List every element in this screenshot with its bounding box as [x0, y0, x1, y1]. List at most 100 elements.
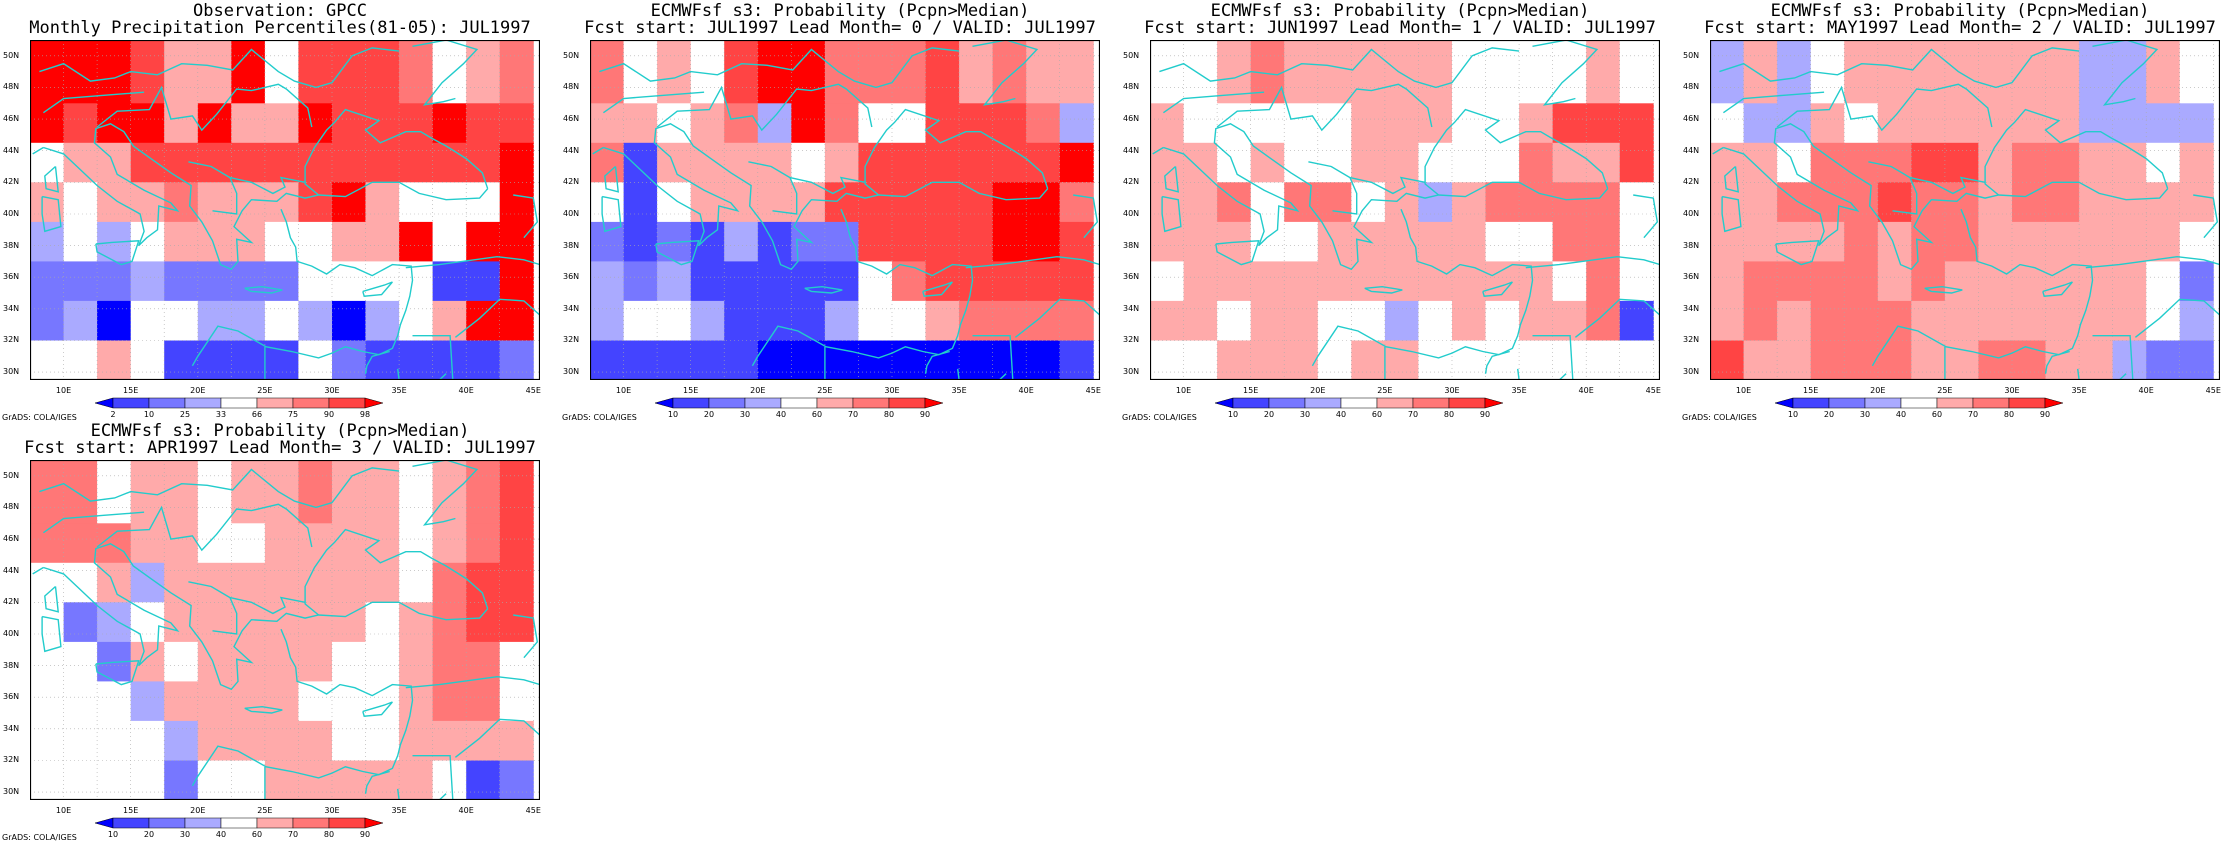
lon-tick-label: 35E [1511, 386, 1527, 395]
grid-cell [432, 460, 467, 524]
grid-cell [432, 562, 467, 603]
lon-tick-label: 15E [1243, 386, 1259, 395]
grid-cell [30, 340, 65, 380]
grid-cell [1026, 261, 1061, 302]
lat-tick-label: 44N [1123, 145, 1140, 155]
coastline [592, 146, 604, 155]
grid-cell [2179, 103, 2214, 144]
grid-cell [365, 221, 400, 262]
grid-cell [1810, 182, 1845, 223]
grid-cell [2112, 221, 2147, 262]
colorbar-segment [112, 817, 150, 829]
grid-cell [1877, 221, 1912, 262]
grid-cell [130, 760, 165, 800]
grid-cell [432, 221, 467, 262]
grid-cell [1485, 261, 1520, 302]
grid-cell [623, 221, 658, 262]
grid-cell [130, 602, 165, 643]
grid-cell [365, 261, 400, 302]
grid-cell [1552, 103, 1587, 144]
lat-tick-label: 30N [3, 367, 20, 377]
coastline [1215, 240, 1260, 266]
lon-tick-label: 35E [391, 386, 407, 395]
grid-cell [130, 681, 165, 722]
grid-cell [1844, 340, 1879, 380]
grid-cell [2079, 300, 2114, 341]
grid-cell [264, 142, 299, 183]
coastline [2042, 281, 2073, 297]
lon-tick-label: 20E [190, 386, 206, 395]
grid-cell [264, 720, 299, 761]
grid-cell [1911, 103, 1946, 144]
grid-cell [1418, 300, 1453, 341]
grid-cell [399, 641, 434, 682]
grid-cell [298, 641, 333, 682]
grid-cell [1284, 340, 1319, 380]
coastline [362, 281, 393, 297]
grid-cell [197, 300, 232, 341]
grid-cell [298, 760, 333, 800]
grid-cell [1384, 103, 1419, 144]
grid-cell [1519, 103, 1554, 144]
grid-cell [1844, 103, 1879, 144]
grid-cell [1519, 221, 1554, 262]
grid-cell [1911, 40, 1946, 104]
grid-cell [1317, 142, 1352, 183]
grid-cell [992, 142, 1027, 183]
grid-cell [432, 142, 467, 183]
coastline [43, 543, 489, 691]
grid-cell [1183, 142, 1218, 183]
shaded-map [1710, 40, 2220, 380]
coastline [42, 511, 145, 534]
coastline [229, 176, 306, 195]
lat-tick-label: 30N [563, 367, 580, 377]
lon-tick-label: 25E [257, 806, 273, 815]
lat-tick-label: 46N [563, 114, 580, 124]
grid-cell [164, 300, 199, 341]
shaded-map [30, 40, 540, 380]
lat-tick-label: 40N [1683, 208, 1700, 218]
colorbar-label: 10 [667, 410, 679, 419]
grid-cell [1978, 182, 2013, 223]
grid-cell [590, 142, 625, 183]
grid-cell [231, 340, 266, 380]
grid-cell [399, 182, 434, 223]
grid-cell [264, 300, 299, 341]
grid-cell [1317, 300, 1352, 341]
grid-cell [30, 562, 65, 603]
colorbar-label: 70 [847, 410, 859, 419]
grid-cell [63, 523, 98, 564]
coastline [1364, 285, 1403, 294]
shaded-map [590, 40, 1100, 380]
grid-cell [1552, 300, 1587, 341]
lat-tick-label: 42N [3, 177, 20, 187]
grid-cell [1586, 182, 1621, 223]
lat-tick-label: 44N [3, 565, 20, 575]
map-frame [590, 40, 1100, 380]
map-frame [30, 40, 540, 380]
grid-cell [2079, 261, 2114, 302]
grid-cell [130, 182, 165, 223]
grid-cell [1150, 340, 1185, 380]
colorbar-label: 70 [287, 830, 299, 839]
lon-tick-label: 45E [1085, 386, 1101, 395]
grid-cell [466, 720, 501, 761]
grid-cell [1586, 40, 1621, 104]
grid-cell [959, 182, 994, 223]
grid-cell [1317, 103, 1352, 144]
coastline [1721, 195, 1742, 233]
grid-cell [2012, 221, 2047, 262]
colorbar-segment [1775, 397, 1794, 409]
grid-cell [97, 340, 132, 380]
grid-cell [97, 602, 132, 643]
grid-cell [332, 221, 367, 262]
coastline [1073, 194, 1099, 239]
grid-cell [1844, 40, 1879, 104]
grid-cell [992, 300, 1027, 341]
grid-cell [1552, 142, 1587, 183]
grid-cell [499, 40, 534, 104]
grid-cell [2045, 261, 2080, 302]
grid-cell [1452, 40, 1487, 104]
grid-cell [657, 261, 692, 302]
grid-cell [1519, 182, 1554, 223]
